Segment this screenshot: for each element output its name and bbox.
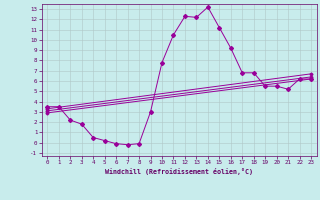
X-axis label: Windchill (Refroidissement éolien,°C): Windchill (Refroidissement éolien,°C) <box>105 168 253 175</box>
